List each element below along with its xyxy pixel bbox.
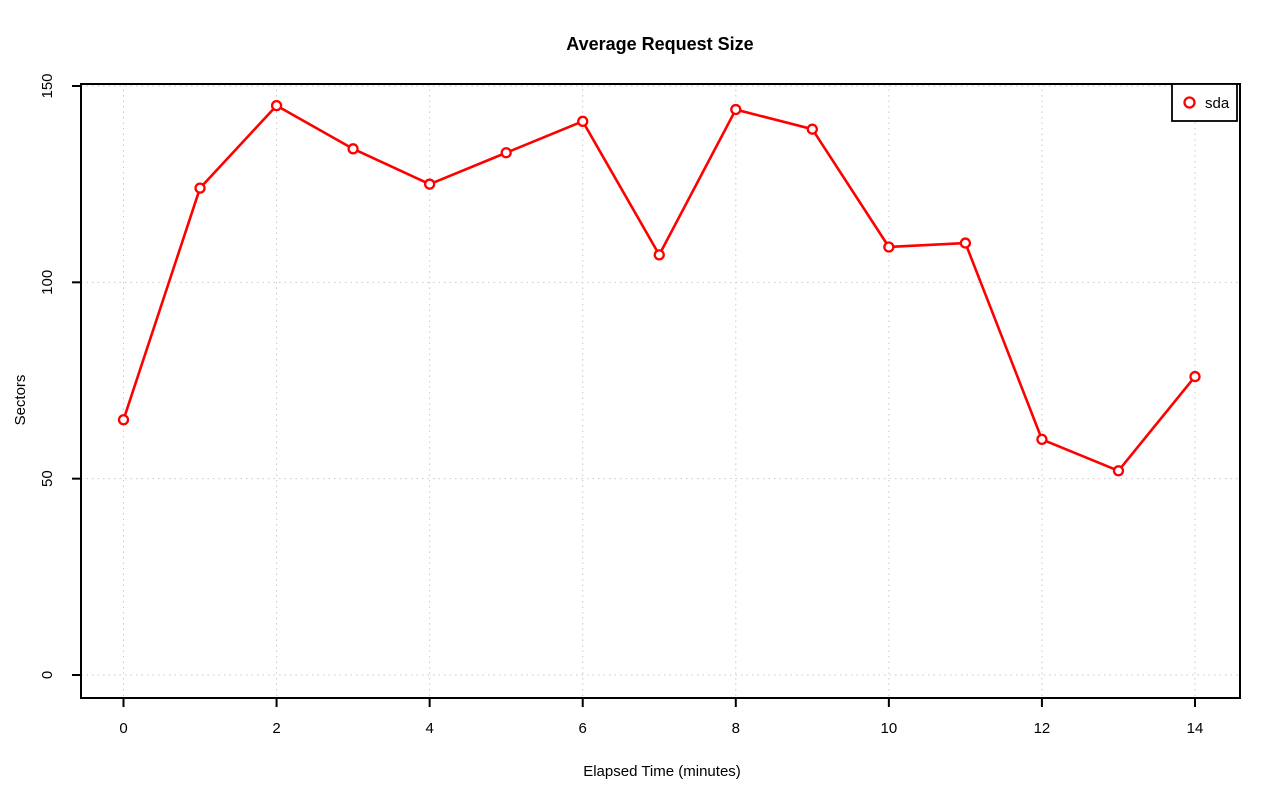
legend: sda [1171, 83, 1238, 122]
y-tick-label: 150 [39, 73, 56, 98]
legend-label: sda [1205, 95, 1230, 112]
data-point [883, 241, 895, 253]
data-point [806, 123, 818, 135]
data-point [1036, 433, 1048, 446]
data-point [653, 249, 665, 261]
x-tick-label: 6 [579, 720, 587, 737]
x-tick-label: 8 [732, 720, 740, 737]
data-point [1189, 370, 1201, 383]
data-point [194, 182, 206, 194]
x-tick-label: 0 [119, 720, 127, 737]
axes: 0 2 4 6 8 10 12 14 0 50 100 150 [39, 73, 1203, 737]
data-point [959, 237, 972, 249]
legend-box [1171, 83, 1238, 122]
data-point [423, 178, 436, 190]
y-axis-label: Sectors [12, 375, 29, 426]
series-line-sda [122, 104, 1197, 473]
x-tick-label: 14 [1187, 720, 1204, 737]
legend-marker-icon [1183, 96, 1196, 109]
data-point [117, 414, 130, 426]
x-tick-label: 2 [272, 720, 280, 737]
chart-title: Average Request Size [566, 34, 753, 54]
plot-border [80, 83, 1241, 699]
series-group [117, 99, 1201, 477]
x-tick-label: 10 [881, 720, 898, 737]
data-point [347, 143, 359, 155]
y-tick-label: 0 [39, 671, 56, 679]
gridlines [81, 84, 1240, 698]
x-axis-label: Elapsed Time (minutes) [583, 763, 741, 780]
y-tick-label: 50 [39, 470, 56, 487]
data-point [1112, 465, 1125, 477]
y-tick-label: 100 [39, 270, 56, 295]
x-tick-label: 4 [425, 720, 433, 737]
data-point [577, 115, 589, 127]
data-point [270, 99, 283, 112]
data-point [730, 103, 742, 116]
data-point [500, 147, 512, 159]
x-tick-label: 12 [1034, 720, 1051, 737]
